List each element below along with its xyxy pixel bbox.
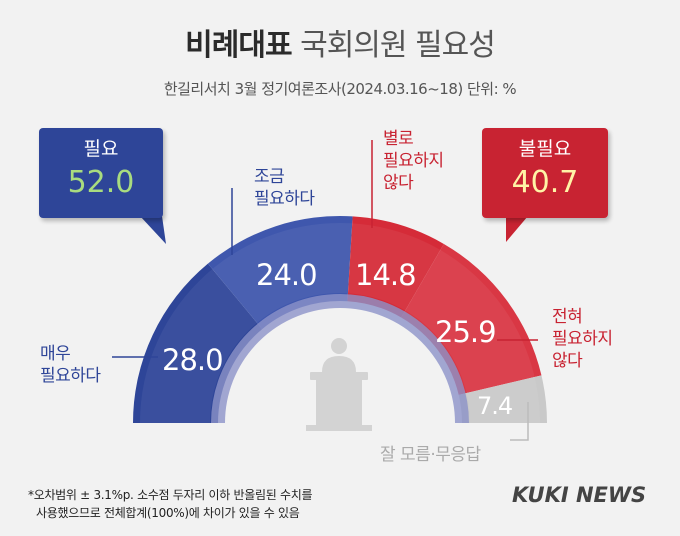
cat-very-line2: 필요하다 — [40, 366, 101, 386]
need-value: 52.0 — [67, 165, 135, 200]
category-not-at-all-needed: 전혀 필요하지 않다 — [552, 306, 613, 372]
footnote: *오차범위 ± 3.1%p. 소수점 두자리 이하 반올림된 수치를 사용했으므… — [28, 486, 313, 522]
cat-notatall-line3: 않다 — [552, 351, 583, 371]
footnote-line2: 사용했으므로 전체합계(100%)에 차이가 있을 수 있음 — [36, 506, 300, 520]
segment-very-needed — [133, 263, 263, 423]
category-not-very-needed: 별로 필요하지 않다 — [383, 128, 444, 194]
segment-not-at-all-needed — [401, 243, 542, 395]
cat-notvery-line3: 않다 — [383, 173, 414, 193]
value-label-dont-know: 7.4 — [477, 392, 513, 420]
cat-notvery-line1: 별로 — [383, 129, 414, 149]
value-label-somewhat-needed: 24.0 — [256, 258, 318, 292]
cat-very-line1: 매우 — [40, 344, 71, 364]
cat-notatall-line2: 필요하지 — [552, 329, 613, 349]
cat-somewhat-line1: 조금 — [254, 167, 285, 187]
segment-shading — [140, 223, 540, 424]
need-callout: 필요 52.0 — [39, 128, 163, 218]
cat-somewhat-line2: 필요하다 — [254, 189, 315, 209]
footnote-line1: *오차범위 ± 3.1%p. 소수점 두자리 이하 반올림된 수치를 — [28, 488, 313, 502]
noneed-label: 불필요 — [518, 138, 572, 160]
need-label: 필요 — [83, 138, 119, 160]
title-light: 국회의원 필요성 — [300, 28, 496, 63]
chart-title: 비례대표 국회의원 필요성 — [0, 20, 680, 64]
cat-notvery-line2: 필요하지 — [383, 151, 444, 171]
segment-not-very-needed — [347, 216, 444, 318]
segment-dont-know — [458, 375, 547, 423]
need-callout-tail — [140, 216, 166, 244]
kuki-news-logo: KUKI NEWS — [512, 483, 647, 507]
value-label-very-needed: 28.0 — [162, 343, 224, 377]
podium-icon — [306, 338, 372, 431]
connector-dont-know — [510, 402, 529, 441]
category-dont-know: 잘 모름·무응답 — [380, 444, 481, 466]
inner-ring — [211, 294, 469, 424]
category-very-needed: 매우 필요하다 — [40, 343, 101, 387]
noneed-callout: 불필요 40.7 — [482, 128, 608, 218]
noneed-callout-tail — [506, 216, 528, 242]
value-label-not-very-needed: 14.8 — [355, 258, 417, 292]
noneed-value: 40.7 — [511, 165, 579, 200]
cat-dontknow-line1: 잘 모름·무응답 — [380, 445, 481, 465]
chart-subtitle: 한길리서치 3월 정기여론조사(2024.03.16~18) 단위: % — [163, 80, 517, 98]
cat-notatall-line1: 전혀 — [552, 307, 583, 327]
value-label-not-at-all-needed: 25.9 — [435, 315, 497, 349]
title-bold: 비례대표 — [185, 28, 292, 63]
category-somewhat-needed: 조금 필요하다 — [254, 166, 315, 210]
